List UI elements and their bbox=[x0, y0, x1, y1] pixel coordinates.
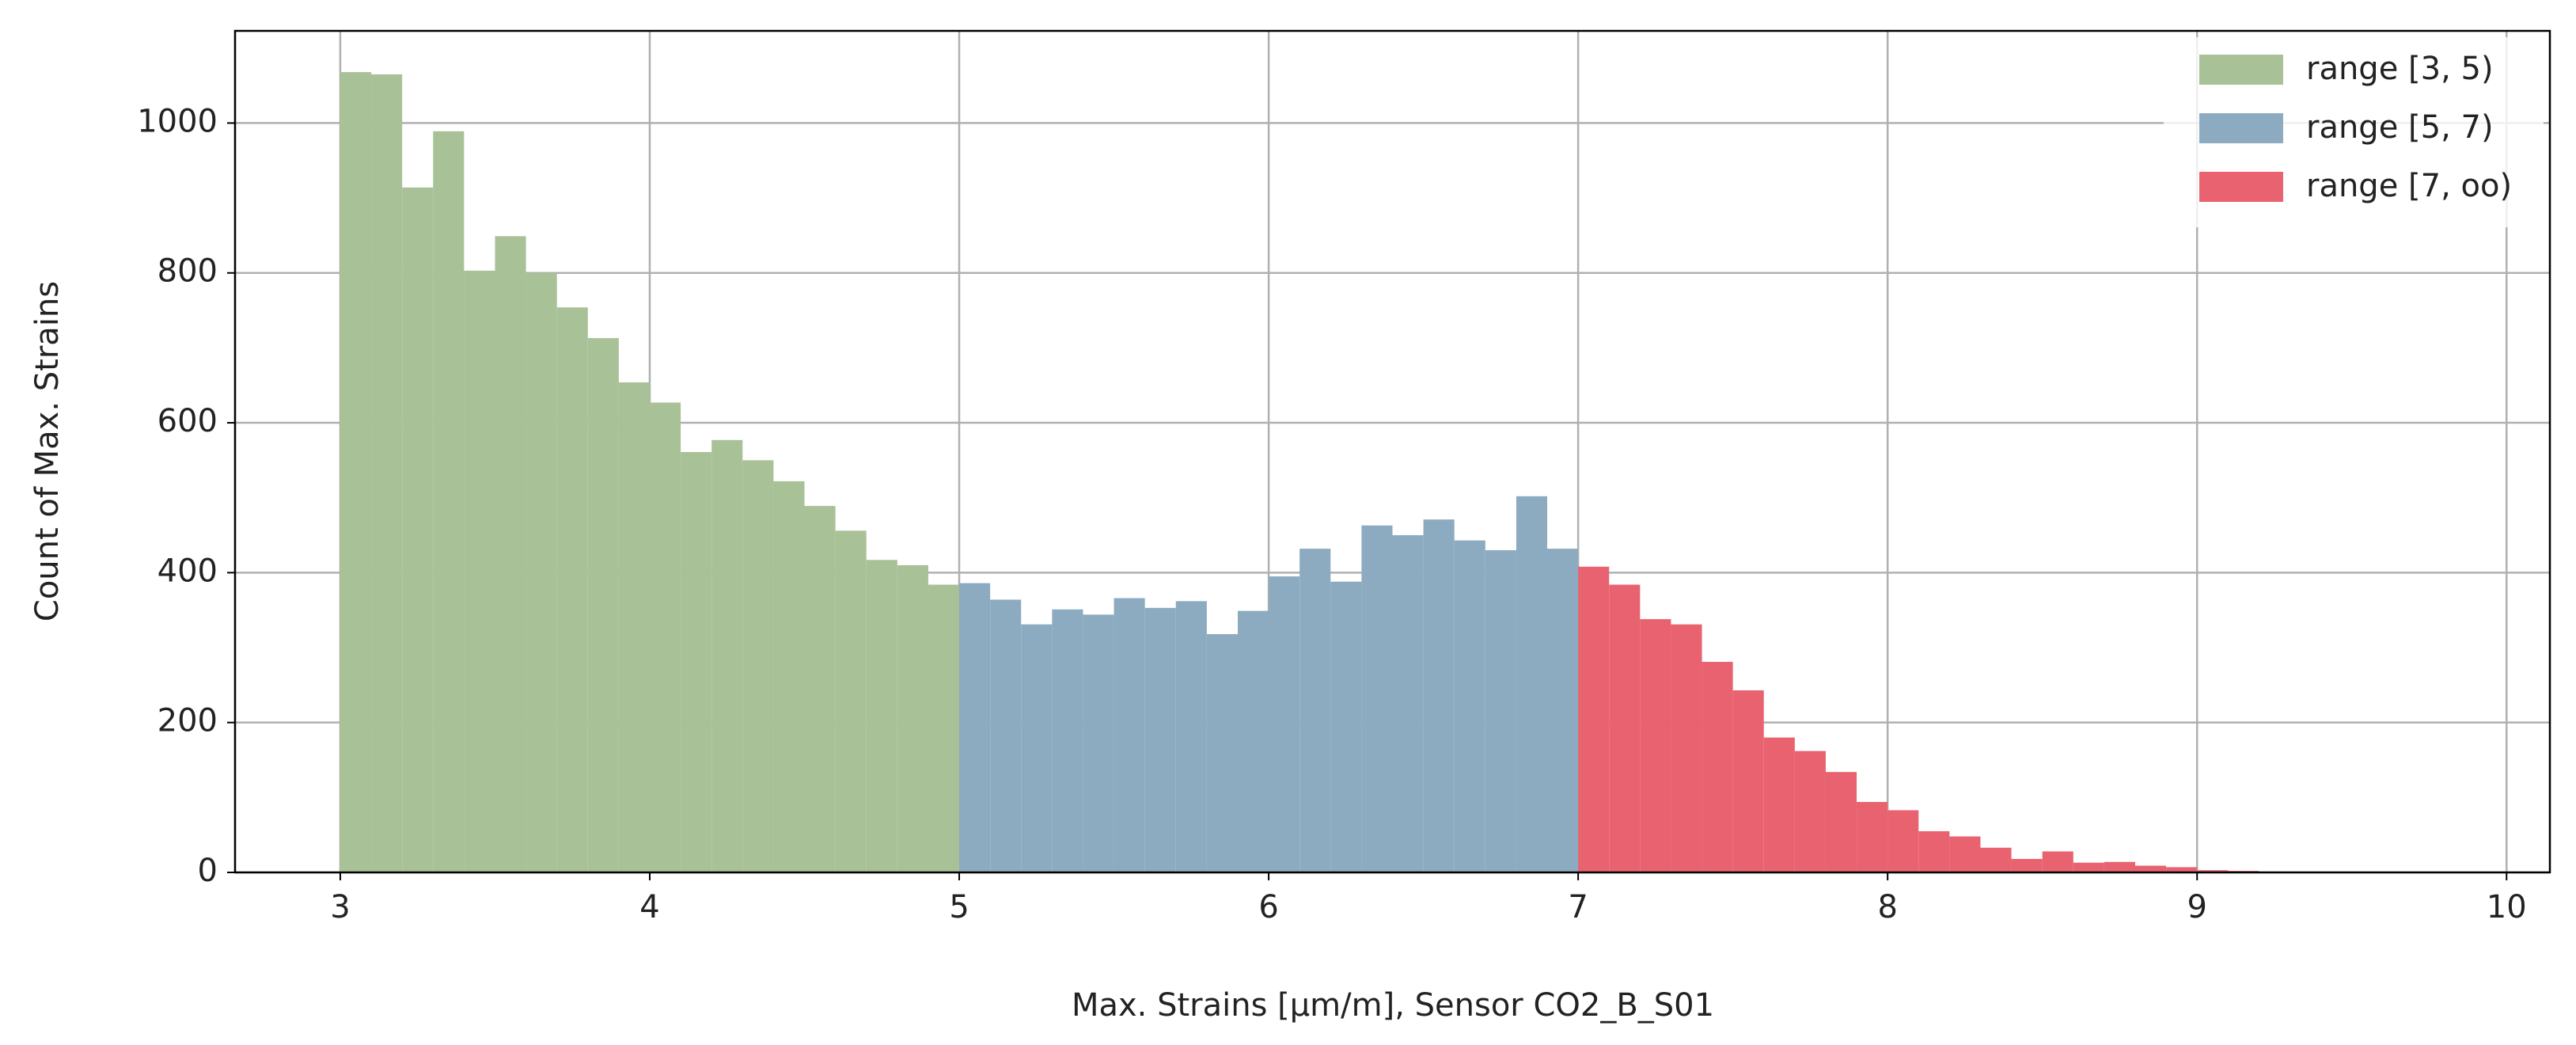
x-tick-label: 10 bbox=[2487, 889, 2527, 925]
layer bbox=[340, 72, 2352, 873]
bar bbox=[2135, 865, 2167, 872]
bar bbox=[2011, 858, 2043, 872]
bar bbox=[804, 506, 836, 872]
bar bbox=[1949, 836, 1981, 872]
bar bbox=[1640, 619, 1671, 872]
bar bbox=[742, 460, 774, 872]
bar bbox=[1144, 607, 1176, 872]
bar bbox=[1113, 598, 1145, 872]
bar bbox=[556, 307, 588, 873]
bar bbox=[1702, 662, 1733, 872]
x-axis-label: Max. Strains [µm/m], Sensor CO2_B_S01 bbox=[1072, 987, 1714, 1024]
x-tick-label: 3 bbox=[330, 889, 350, 925]
bar bbox=[587, 338, 619, 873]
bar bbox=[1671, 624, 1702, 872]
layer: 3 4 5 6 7 8 9 10 0 200 400 600 800 1000 range [3, 5) ra… bbox=[137, 29, 2551, 925]
bar bbox=[2042, 851, 2073, 872]
y-axis-label: Count of Max. Strains bbox=[29, 281, 66, 621]
bar bbox=[1237, 610, 1269, 872]
bar bbox=[1485, 549, 1516, 872]
bar bbox=[649, 402, 681, 873]
x-tick-label: 4 bbox=[639, 889, 659, 925]
bar bbox=[340, 72, 372, 872]
bar bbox=[1361, 525, 1393, 872]
bar bbox=[897, 564, 928, 872]
bar bbox=[711, 439, 743, 872]
bar bbox=[1547, 549, 1579, 872]
bar bbox=[1330, 581, 1362, 872]
bar bbox=[1175, 601, 1207, 872]
bar bbox=[1052, 609, 1083, 872]
bar bbox=[990, 599, 1022, 872]
bar bbox=[1887, 810, 1919, 872]
bar bbox=[1609, 584, 1641, 872]
plot-frame bbox=[233, 29, 2551, 874]
x-tick-label: 5 bbox=[949, 889, 969, 925]
bar bbox=[1269, 576, 1300, 872]
bar bbox=[835, 530, 867, 872]
bar bbox=[402, 187, 434, 872]
bar bbox=[1423, 519, 1455, 872]
bar bbox=[928, 584, 960, 872]
bar bbox=[1454, 540, 1485, 872]
bar bbox=[495, 236, 526, 873]
legend-swatch bbox=[2199, 172, 2283, 202]
y-tick-label: 800 bbox=[157, 253, 218, 290]
y-tick-label: 1000 bbox=[137, 103, 218, 139]
x-tick-label: 9 bbox=[2187, 889, 2206, 925]
bar bbox=[2104, 861, 2136, 872]
bar bbox=[1857, 802, 1888, 872]
bar bbox=[2197, 870, 2229, 872]
bar bbox=[1578, 566, 1610, 872]
bar bbox=[1392, 535, 1424, 872]
bar bbox=[1083, 614, 1114, 872]
legend-swatch bbox=[2199, 113, 2283, 143]
legend-swatch bbox=[2199, 55, 2283, 85]
bar bbox=[1206, 633, 1238, 872]
x-tick-label: 7 bbox=[1568, 889, 1588, 925]
bar bbox=[1021, 624, 1053, 872]
y-tick-label: 200 bbox=[157, 703, 218, 739]
y-tick-label: 400 bbox=[157, 553, 218, 589]
bar bbox=[681, 451, 712, 872]
bar bbox=[2166, 867, 2198, 872]
x-tick-label: 6 bbox=[1258, 889, 1278, 925]
bar bbox=[866, 560, 897, 872]
bar bbox=[1918, 830, 1950, 872]
bar bbox=[433, 131, 465, 873]
legend-label: range [5, 7) bbox=[2306, 109, 2494, 146]
x-tick-label: 8 bbox=[1877, 889, 1897, 925]
bar bbox=[464, 270, 495, 872]
y-tick-label: 600 bbox=[157, 403, 218, 439]
bar bbox=[618, 382, 650, 872]
legend-label: range [3, 5) bbox=[2306, 51, 2494, 87]
bar bbox=[1980, 847, 2012, 872]
bar bbox=[1825, 772, 1857, 872]
bar bbox=[959, 583, 991, 872]
bar bbox=[1732, 690, 1764, 872]
bar bbox=[371, 74, 403, 872]
legend-label: range [7, oo) bbox=[2306, 168, 2512, 204]
bar bbox=[525, 272, 557, 872]
y-tick-label: 0 bbox=[198, 853, 218, 889]
bar bbox=[1794, 750, 1826, 872]
bar bbox=[1763, 737, 1795, 872]
bar bbox=[1299, 549, 1331, 872]
bar bbox=[2073, 862, 2104, 872]
bar bbox=[1516, 496, 1548, 872]
bar bbox=[773, 481, 805, 872]
